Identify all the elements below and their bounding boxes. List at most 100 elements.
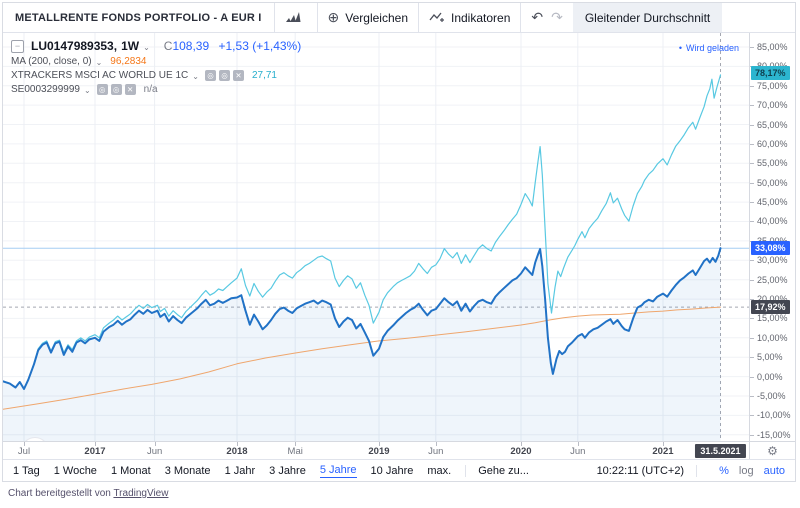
range-max[interactable]: max.: [427, 464, 452, 477]
legend-row-actions: ◎ ◎ ✕: [96, 84, 136, 95]
range-1-jahr[interactable]: 1 Jahr: [224, 464, 256, 477]
time-axis-tickmark: [662, 442, 664, 446]
log-scale-button[interactable]: log: [738, 464, 754, 477]
price-axis-label: -15,00%: [750, 430, 795, 440]
price-axis-label: 20,00%: [750, 294, 795, 304]
compare2-label[interactable]: SE0003299999: [11, 84, 80, 95]
time-axis-label: Jun: [428, 446, 444, 457]
price-axis-label: 45,00%: [750, 197, 795, 207]
indicators-button[interactable]: Indikatoren: [419, 3, 520, 32]
close-icon[interactable]: ✕: [124, 84, 136, 95]
symbol-title[interactable]: METALLRENTE FONDS PORTFOLIO - A EUR I: [15, 11, 262, 24]
main-symbol-label[interactable]: LU0147989353,: [31, 39, 118, 53]
ma-label[interactable]: MA (200, close, 0): [11, 56, 92, 67]
time-axis-label: 2020: [510, 446, 532, 457]
range-1-woche[interactable]: 1 Woche: [53, 464, 97, 477]
chart-plot-area[interactable]: [3, 33, 749, 441]
close-icon[interactable]: ✕: [232, 70, 244, 81]
time-axis-tickmark: [378, 442, 380, 446]
redo-button[interactable]: ↷: [551, 9, 563, 25]
range-5-jahre-active[interactable]: 5 Jahre: [319, 463, 357, 478]
toolbar-divider: [520, 3, 522, 32]
chevron-down-icon: ⌄: [192, 72, 199, 81]
session-clock[interactable]: 10:22:11 (UTC+2): [596, 464, 685, 477]
chevron-down-icon: ⌄: [143, 42, 150, 52]
legend-compare2-row[interactable]: SE0003299999 ⌄ ◎ ◎ ✕ n/a: [11, 84, 301, 95]
settings-icon[interactable]: ◎: [110, 84, 122, 95]
legend-compare1-row[interactable]: XTRACKERS MSCI AC WORLD UE 1C ⌄ ◎ ◎ ✕ 27…: [11, 70, 301, 81]
range-divider: [696, 464, 698, 477]
range-1-monat[interactable]: 1 Monat: [110, 464, 151, 477]
loading-status: • Wird geladen: [679, 43, 739, 53]
compare1-value: 27,71: [251, 70, 277, 81]
time-axis-label: 2021: [652, 446, 674, 457]
range-10-jahre[interactable]: 10 Jahre: [370, 464, 414, 477]
loading-dot-icon: •: [678, 43, 682, 53]
area-chart-icon: [285, 12, 301, 23]
main-series-area-fill: [3, 248, 721, 441]
compare1-label[interactable]: XTRACKERS MSCI AC WORLD UE 1C: [11, 70, 189, 81]
last-price: 108,39: [172, 39, 210, 53]
goto-date-button[interactable]: Gehe zu...: [478, 464, 529, 477]
legend-ma-row[interactable]: MA (200, close, 0) ⌄ 96,2834: [11, 56, 301, 67]
price-axis-label: 40,00%: [750, 216, 795, 226]
settings-icon[interactable]: ◎: [218, 70, 230, 81]
price-change: +1,53 (+1,43%): [218, 39, 302, 53]
gear-icon[interactable]: ⚙: [767, 443, 778, 458]
price-axis-label: 75,00%: [750, 81, 795, 91]
price-axis-label: 60,00%: [750, 139, 795, 149]
time-axis-tickmark: [154, 442, 156, 446]
chevron-down-icon: ⌄: [95, 58, 103, 67]
compare-button[interactable]: ⊕ Vergleichen: [318, 3, 418, 32]
legend-row-actions: ◎ ◎ ✕: [204, 70, 244, 81]
moving-average-button[interactable]: Gleitender Durchschnitt: [572, 3, 723, 32]
range-divider: [465, 464, 467, 477]
percent-scale-button[interactable]: %: [719, 464, 729, 477]
time-axis-tickmark: [236, 442, 238, 446]
price-axis-label: 65,00%: [750, 120, 795, 130]
time-axis-tickmark: [95, 442, 96, 446]
time-axis-label: Jun: [146, 446, 163, 457]
time-axis-label: 2017: [84, 446, 106, 457]
quote-values: C108,39 +1,53 (+1,43%): [164, 39, 301, 53]
price-axis-label: -5,00%: [750, 391, 795, 401]
range-1-tag[interactable]: 1 Tag: [13, 464, 40, 477]
auto-scale-button[interactable]: auto: [763, 464, 785, 477]
chart-widget: METALLRENTE FONDS PORTFOLIO - A EUR I ⊕ …: [2, 2, 796, 482]
chart-toolbar: METALLRENTE FONDS PORTFOLIO - A EUR I ⊕ …: [3, 3, 795, 33]
collapse-legend-icon[interactable]: −: [11, 39, 24, 53]
price-axis-label: 0,00%: [750, 372, 795, 382]
legend-main-row[interactable]: − LU0147989353, 1W ⌄ C108,39 +1,53 (+1,4…: [11, 39, 301, 53]
price-axis-label: 50,00%: [750, 178, 795, 188]
time-axis-label: Jul: [17, 446, 31, 457]
indicators-icon: [429, 12, 445, 24]
compare2-value: n/a: [143, 84, 158, 95]
price-axis[interactable]: 85,00%80,00%75,00%70,00%65,00%60,00%55,0…: [749, 33, 795, 441]
price-axis-label: 25,00%: [750, 275, 795, 285]
price-axis-label: 10,00%: [750, 333, 795, 343]
series-line-ma-200-close-0-: [3, 306, 721, 410]
time-axis[interactable]: Jul 2017 Jun 2018 Mai 2019 Jun 2020 Jun 2021 31.5.…: [3, 441, 749, 459]
eye-icon[interactable]: ◎: [96, 84, 108, 95]
interval-label[interactable]: 1W: [121, 39, 140, 53]
attribution-footer: Chart bereitgestellt von TradingView: [8, 488, 168, 499]
range-3-monate[interactable]: 3 Monate: [164, 464, 211, 477]
price-axis-label: 55,00%: [750, 158, 795, 168]
toolbar-divider: [418, 3, 419, 32]
price-axis-label: 5,00%: [750, 352, 795, 362]
chart-canvas: [3, 33, 749, 441]
undo-button[interactable]: ↶: [531, 9, 544, 25]
price-axis-label: 30,00%: [750, 255, 795, 265]
ma-value: 96,2834: [110, 56, 147, 67]
eye-icon[interactable]: ◎: [204, 70, 216, 81]
range-3-jahre[interactable]: 3 Jahre: [269, 464, 306, 477]
tradingview-link[interactable]: TradingView: [113, 488, 169, 499]
time-axis-tickmark: [435, 442, 437, 446]
axis-corner: ⚙: [749, 441, 795, 459]
price-axis-label: -10,00%: [750, 410, 795, 420]
chart-style-button[interactable]: [275, 3, 317, 32]
compare-plus-icon: ⊕: [327, 9, 340, 25]
series-line-lu0147989353: [3, 247, 722, 390]
price-badge: 78,17%: [751, 66, 790, 81]
